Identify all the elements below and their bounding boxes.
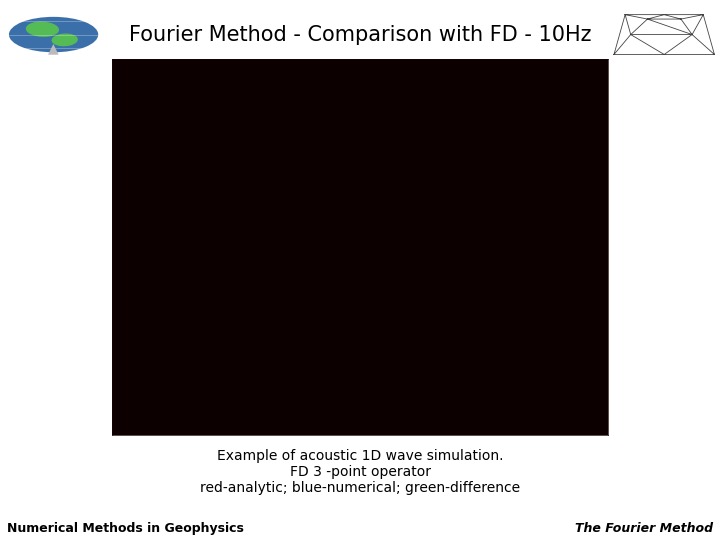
- Text: Numerical Methods in Geophysics: Numerical Methods in Geophysics: [7, 522, 244, 535]
- Text: The Fourier Method: The Fourier Method: [575, 522, 713, 535]
- Text: FD 3 -point operator: FD 3 -point operator: [289, 465, 431, 479]
- Text: Fourier Method - Comparison with FD - 10Hz: Fourier Method - Comparison with FD - 10…: [129, 24, 591, 45]
- Text: Example of acoustic 1D wave simulation.: Example of acoustic 1D wave simulation.: [217, 449, 503, 463]
- Circle shape: [9, 17, 98, 52]
- Ellipse shape: [53, 34, 77, 45]
- Text: red-analytic; blue-numerical; green-difference: red-analytic; blue-numerical; green-diff…: [200, 481, 520, 495]
- Text: ▲: ▲: [48, 41, 59, 55]
- Ellipse shape: [27, 22, 58, 36]
